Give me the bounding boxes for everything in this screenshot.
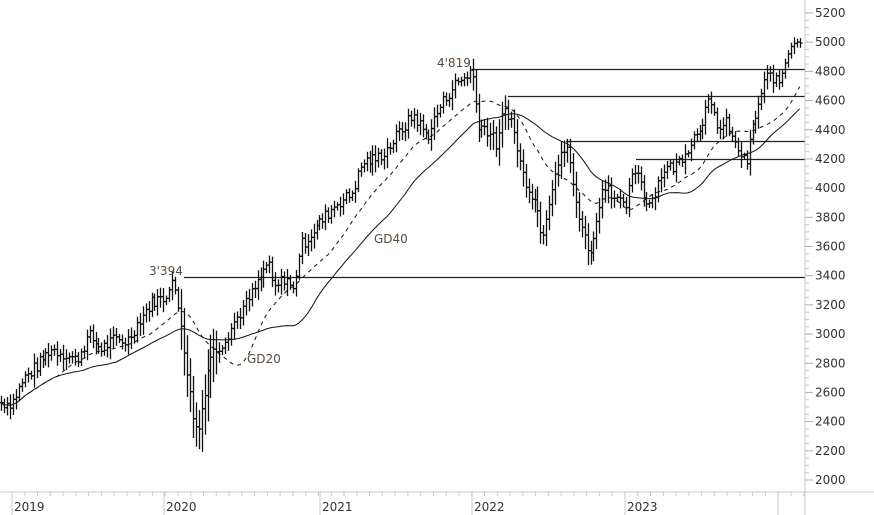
x-axis: 2019 2020 2021 2022 2023 [0, 491, 874, 515]
y-tick-label: 5000 [815, 35, 846, 49]
x-tick-label: 2021 [322, 500, 353, 514]
y-tick-label: 2400 [815, 415, 846, 429]
y-tick-label: 2800 [815, 356, 846, 370]
y-tick-label: 3200 [815, 298, 846, 312]
y-tick-label: 4000 [815, 181, 846, 195]
y-tick-label: 4800 [815, 64, 846, 78]
y-tick-label: 4600 [815, 94, 846, 108]
gd20-line [0, 86, 801, 407]
annotations: 3'394 4'819 GD40 GD20 [149, 56, 471, 366]
price-bars [0, 37, 803, 452]
annotation-gd20: GD20 [247, 352, 281, 366]
y-tick-label: 3600 [815, 240, 846, 254]
x-tick-label: 2022 [474, 500, 505, 514]
y-tick-label: 3000 [815, 327, 846, 341]
annotation-gd40: GD40 [374, 232, 408, 246]
y-tick-label: 2200 [815, 444, 846, 458]
gd40-line [0, 108, 801, 407]
y-tick-label: 2000 [815, 473, 846, 487]
y-tick-label: 5200 [815, 6, 846, 20]
annotation-4819: 4'819 [437, 56, 471, 70]
x-tick-label: 2023 [627, 500, 658, 514]
moving-average-lines [0, 86, 801, 407]
x-tick-label: 2020 [166, 500, 197, 514]
y-tick-label: 2600 [815, 385, 846, 399]
x-tick-label: 2019 [14, 500, 45, 514]
y-tick-label: 3800 [815, 210, 846, 224]
y-tick-label: 4400 [815, 123, 846, 137]
annotation-3394: 3'394 [149, 264, 183, 278]
y-axis: 2000 2200 2400 2600 2800 3000 3200 3400 3600 3800… [804, 0, 846, 515]
y-tick-label: 3400 [815, 269, 846, 283]
y-tick-label: 4200 [815, 152, 846, 166]
